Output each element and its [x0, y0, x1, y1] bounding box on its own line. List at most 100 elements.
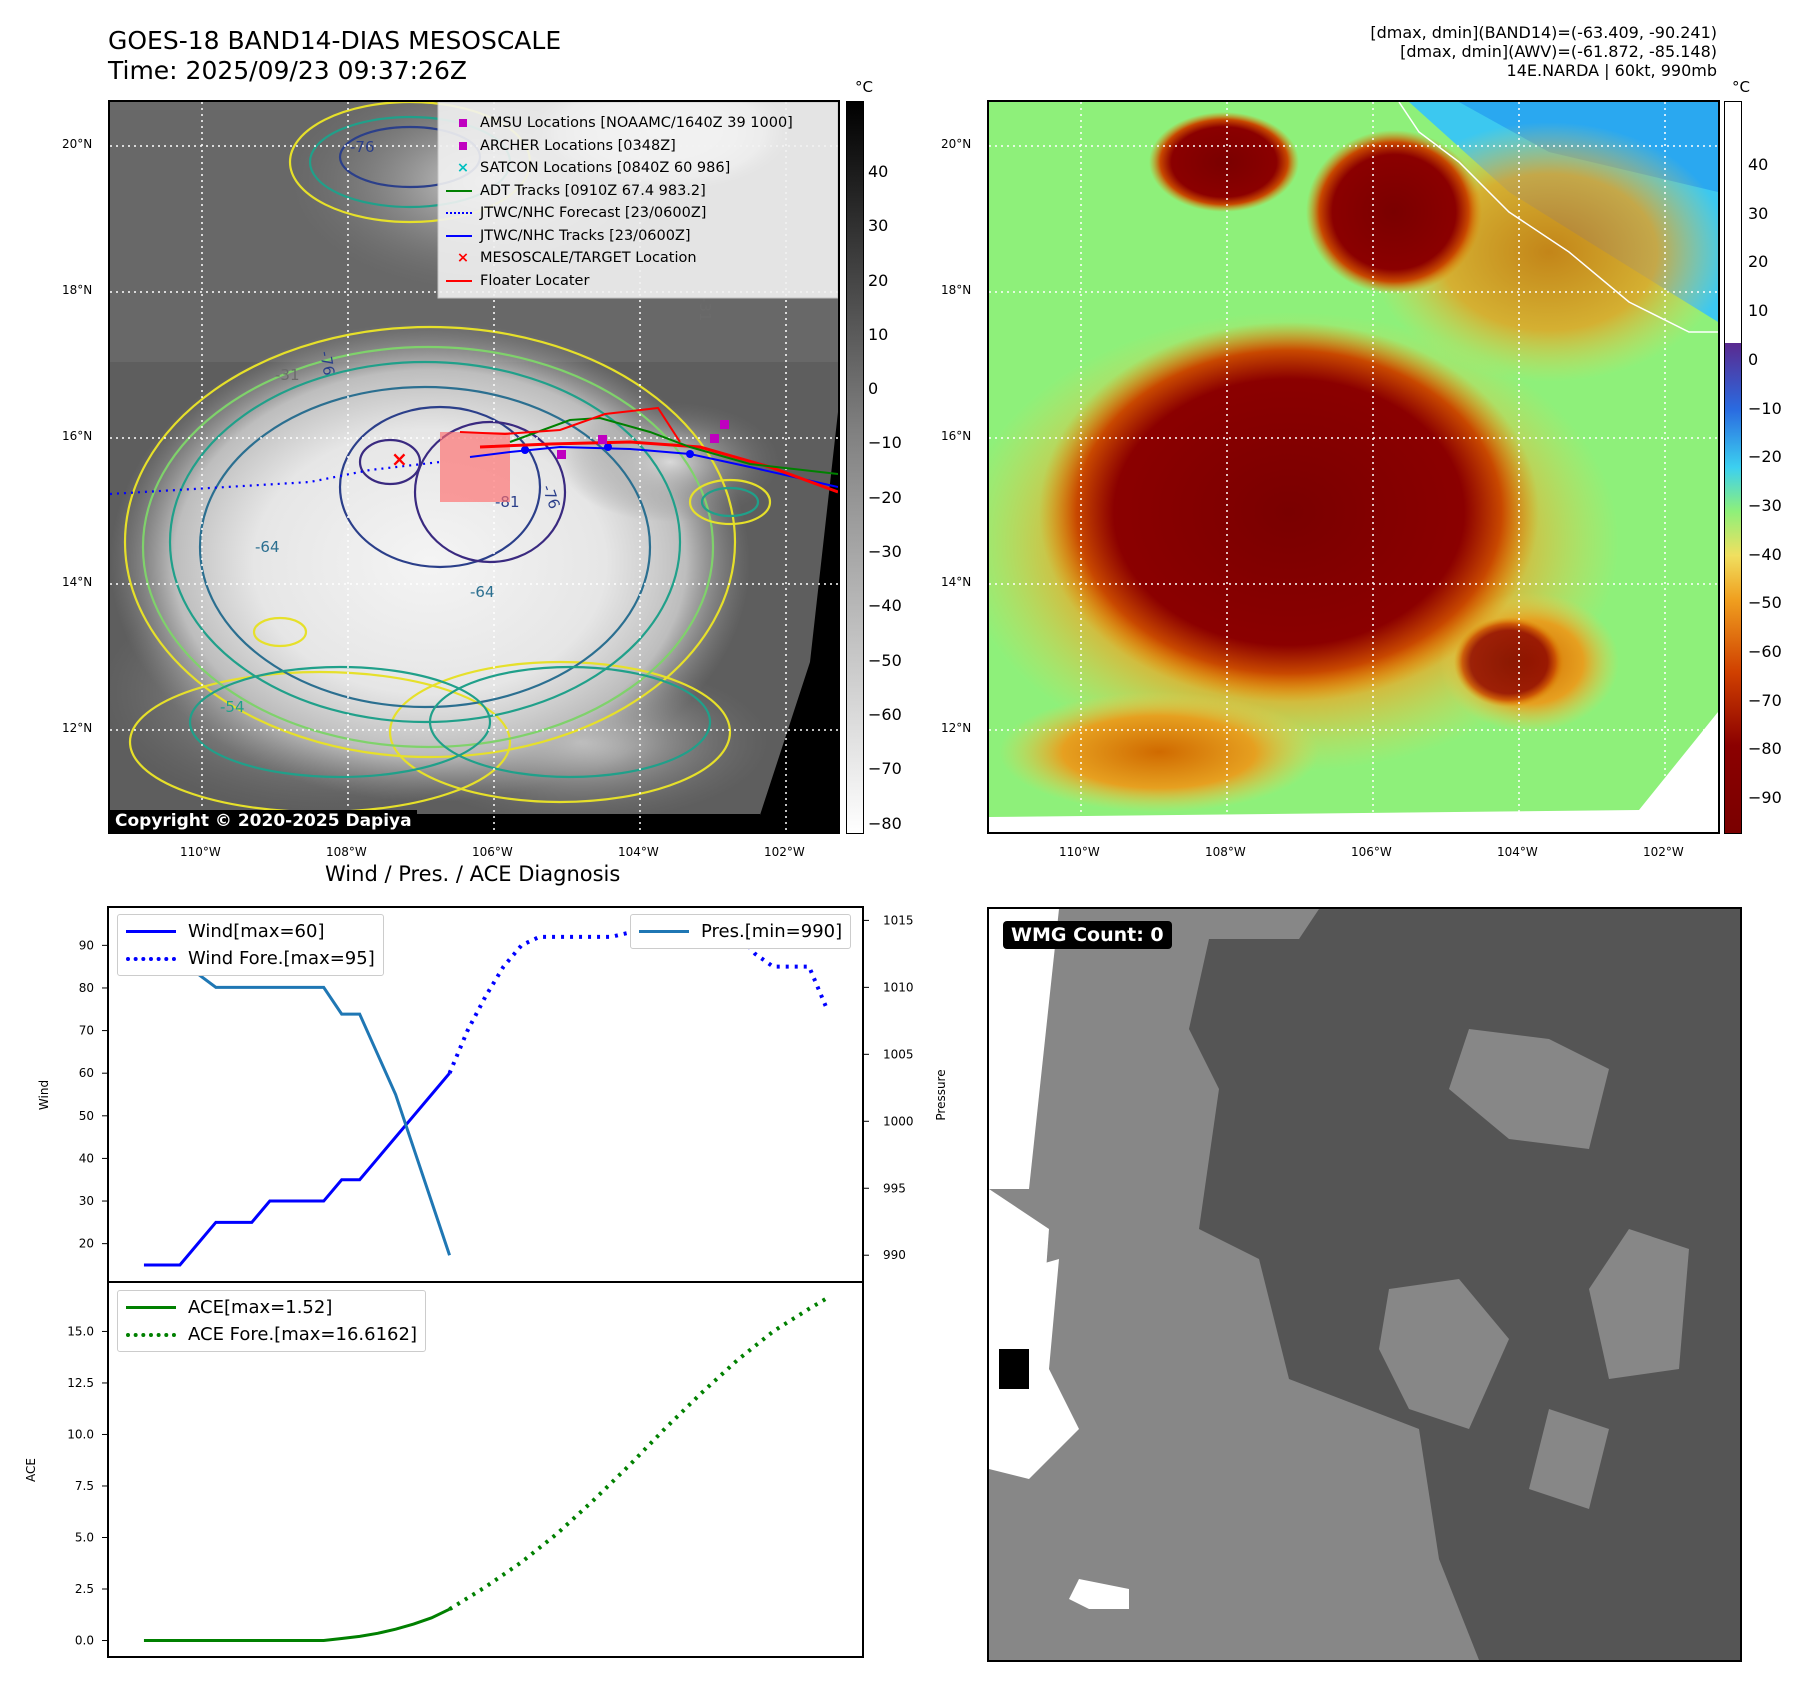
lon-label: 102°W: [764, 845, 805, 859]
lat-label: 18°N: [941, 283, 972, 297]
legend-item-ace: ACE[max=1.52]: [126, 1294, 417, 1321]
colorbar-tick: −20: [1748, 447, 1782, 467]
colorbar-tick: −70: [868, 759, 902, 779]
colorbar-tick: −80: [1748, 739, 1782, 759]
gray-colorbar: [846, 101, 864, 834]
pressure-tick-label: 1015: [883, 913, 914, 927]
map-legend: AMSU Locations [NOAAMC/1640Z 39 1000] AR…: [446, 112, 793, 292]
solid-line-icon: [639, 930, 689, 933]
line-dot-icon: [446, 234, 472, 237]
color-colorbar: [1724, 101, 1742, 834]
colorbar-tick: 0: [868, 379, 879, 399]
contour-label: -64: [470, 583, 495, 601]
lon-label: 106°W: [472, 845, 513, 859]
contour-label: -76: [350, 138, 375, 156]
figure-title: GOES-18 BAND14-DIAS MESOSCALE Time: 2025…: [108, 26, 561, 86]
contour-label: -31: [696, 297, 714, 322]
legend-label: JTWC/NHC Forecast [23/0600Z]: [480, 205, 707, 222]
info-band14-range: [dmax, dmin](BAND14)=(-63.409, -90.241): [1370, 23, 1717, 42]
colorbar-tick: −70: [1748, 690, 1782, 710]
legend-item-target: × MESOSCALE/TARGET Location: [446, 247, 793, 270]
ace-tick-label: 5.0: [75, 1530, 94, 1544]
awv-map: [989, 102, 1718, 832]
wind-tick-label: 90: [79, 938, 94, 952]
colorbar-tick: −50: [868, 650, 902, 670]
legend-item-floater: Floater Locater: [446, 270, 793, 293]
copyright-label: Copyright © 2020-2025 Dapiya: [110, 810, 417, 832]
colorbar-tick: 20: [1748, 252, 1769, 272]
color-colorbar-ticks: 40 30 20 10 0 −10 −20 −30 −40 −50 −60 −7…: [1748, 141, 1782, 823]
ir-map-panel: -76 -31 -76 -81 -76 -64 -64 -54 -31: [108, 100, 840, 834]
legend-item-satcon: × SATCON Locations [0840Z 60 986]: [446, 157, 793, 180]
square-marker-icon: [459, 119, 467, 128]
colorbar-tick: −30: [1748, 495, 1782, 515]
wind-tick-label: 30: [79, 1194, 94, 1208]
ace-tick-label: 7.5: [75, 1479, 94, 1493]
series-line: [143, 1607, 451, 1643]
lat-label: 16°N: [941, 429, 972, 443]
x-marker-icon: ×: [456, 160, 470, 177]
series-line: [143, 1072, 451, 1267]
colorbar-tick: −20: [868, 487, 902, 507]
contour-label: -31: [275, 366, 300, 384]
colorbar-tick: −60: [1748, 642, 1782, 662]
colorbar-tick: −90: [1748, 788, 1782, 808]
ace-tick-label: 12.5: [67, 1376, 94, 1390]
legend-item-wind-fore: Wind Fore.[max=95]: [126, 945, 375, 972]
colorbar-tick: −40: [868, 596, 902, 616]
colorbar-tick: 20: [868, 270, 889, 290]
legend-label: MESOSCALE/TARGET Location: [480, 250, 697, 267]
storm-info: [dmax, dmin](BAND14)=(-63.409, -90.241) …: [1370, 23, 1717, 80]
colorbar-tick: 30: [1748, 203, 1769, 223]
legend-label: Wind[max=60]: [188, 921, 325, 942]
lat-label: 12°N: [62, 721, 93, 735]
wind-tick-label: 80: [79, 981, 94, 995]
pressure-tick-label: 1000: [883, 1114, 914, 1128]
lat-label: 20°N: [62, 137, 93, 151]
line-marker-icon: [446, 189, 472, 192]
gray-colorbar-ticks: 40 30 20 10 0 −10 −20 −30 −40 −50 −60 −7…: [868, 145, 902, 851]
legend-item-adt: ADT Tracks [0910Z 67.4 983.2]: [446, 180, 793, 203]
wmg-panel: WMG Count: 0: [987, 907, 1742, 1662]
ir-map: -76 -31 -76 -81 -76 -64 -64 -54 -31: [110, 102, 838, 832]
solid-line-icon: [126, 930, 176, 933]
lon-label: 102°W: [1643, 845, 1684, 859]
wmg-map: [989, 909, 1740, 1660]
pressure-tick-label: 1005: [883, 1047, 914, 1061]
legend-label: ARCHER Locations [0348Z]: [480, 137, 676, 154]
dotted-line-icon: [126, 1332, 176, 1337]
colorbar-tick: −60: [868, 704, 902, 724]
colorbar-tick: −40: [1748, 544, 1782, 564]
legend-label: SATCON Locations [0840Z 60 986]: [480, 160, 731, 177]
legend-item-pres: Pres.[min=990]: [639, 918, 842, 945]
legend-label: Floater Locater: [480, 272, 590, 289]
ace-tick-label: 2.5: [75, 1582, 94, 1596]
wind-tick-label: 60: [79, 1066, 94, 1080]
legend-label: JTWC/NHC Tracks [23/0600Z]: [480, 227, 691, 244]
pressure-tick-label: 995: [883, 1181, 906, 1195]
colorbar-tick: 30: [868, 216, 889, 236]
ace-axis-label: ACE: [24, 1458, 38, 1482]
legend-item-amsu: AMSU Locations [NOAAMC/1640Z 39 1000]: [446, 112, 793, 135]
lon-label: 104°W: [1497, 845, 1538, 859]
square-marker-icon: [459, 141, 467, 150]
lon-label: 104°W: [618, 845, 659, 859]
colorbar-tick: −30: [868, 542, 902, 562]
legend-label: ADT Tracks [0910Z 67.4 983.2]: [480, 182, 706, 199]
lon-label: 110°W: [180, 845, 221, 859]
pressure-axis-label: Pressure: [934, 1069, 948, 1120]
line-marker-icon: [446, 279, 472, 282]
wmg-count-badge: WMG Count: 0: [1003, 921, 1172, 949]
solid-line-icon: [126, 1306, 176, 1309]
title-line-1: GOES-18 BAND14-DIAS MESOSCALE: [108, 26, 562, 55]
dotted-line-icon: [126, 956, 176, 961]
wind-legend: Wind[max=60] Wind Fore.[max=95]: [117, 914, 384, 976]
legend-item-ace-fore: ACE Fore.[max=16.6162]: [126, 1321, 417, 1348]
colorbar-tick: −10: [868, 433, 902, 453]
lat-label: 12°N: [941, 721, 972, 735]
lat-label: 16°N: [62, 429, 93, 443]
contour-label: -64: [255, 538, 280, 556]
info-storm-name: 14E.NARDA | 60kt, 990mb: [1506, 61, 1717, 80]
diagnosis-chart: 20 30 40 50 60 70 80 90 990 995 1000 1005 1010 1015 0…: [24, 906, 948, 1658]
diagnosis-title: Wind / Pres. / ACE Diagnosis: [325, 862, 621, 886]
